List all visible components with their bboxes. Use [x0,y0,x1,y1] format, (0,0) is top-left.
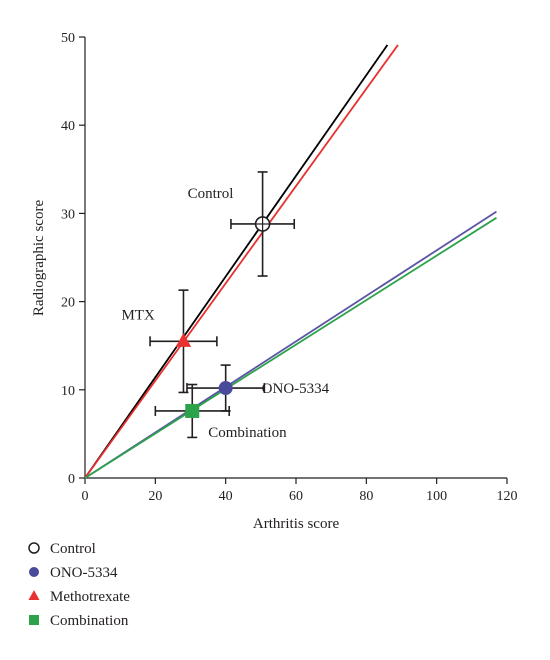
y-tick-label: 50 [61,31,75,46]
legend-label: Methotrexate [50,589,130,605]
y-tick-label: 40 [61,119,75,134]
y-tick-label: 20 [61,296,75,311]
annotations: Control ONO-5334 MTX Combination [121,186,329,441]
x-axis-title: Arthritis score [253,516,340,532]
x-tick-label: 0 [82,489,89,504]
data-point-ono [218,381,233,396]
annotation-control: Control [188,186,234,202]
x-tick-label: 60 [289,489,303,504]
y-tick-label: 30 [61,207,75,222]
data-point-combo [185,403,200,418]
markers [175,216,271,418]
x-tick-label: 20 [148,489,162,504]
axes: 0 10 20 30 40 50 0 20 40 60 80 100 120 [61,31,518,504]
annotation-mtx: MTX [121,307,155,323]
legend-label: ONO-5334 [50,565,118,581]
annotation-combo: Combination [208,425,287,441]
x-tick-label: 100 [426,489,447,504]
error-bars [149,171,296,439]
legend-item-control: Control [28,541,96,557]
legend-swatch [29,567,39,577]
legend-item-combo: Combination [29,613,129,629]
fit-lines [84,44,497,479]
x-tick-label: 120 [497,489,518,504]
data-point-mtx [175,333,192,347]
fit-line-combo [84,217,497,479]
fit-line-mtx [84,44,399,479]
x-tick-label: 80 [359,489,373,504]
legend-item-mtx: Methotrexate [28,589,130,605]
legend-item-ono: ONO-5334 [29,565,118,581]
legend: Control ONO-5334 Methotrexate Combination [28,541,130,629]
y-tick-label: 10 [61,384,75,399]
annotation-ono: ONO-5334 [262,381,330,397]
legend-swatch [28,590,40,600]
legend-label: Combination [50,613,129,629]
y-axis-title: Radiographic score [31,200,47,317]
legend-label: Control [50,541,96,557]
legend-swatch [29,615,39,625]
legend-swatch [28,542,40,554]
data-point-control [254,216,271,232]
y-tick-label: 0 [68,472,75,487]
x-tick-label: 40 [219,489,233,504]
fit-line-control [84,44,389,479]
